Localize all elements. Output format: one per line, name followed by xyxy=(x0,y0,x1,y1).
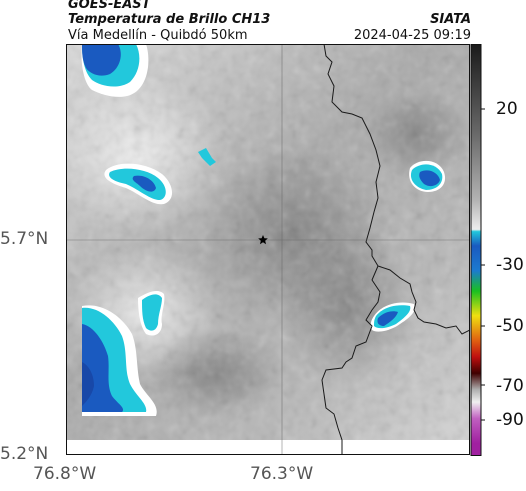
cold-cloud-top-small xyxy=(198,148,216,166)
map-border xyxy=(66,44,470,455)
longitude-label-76-3: 76.3°W xyxy=(250,464,314,484)
region-subtitle: Vía Medellín - Quibdó 50km xyxy=(68,28,248,43)
longitude-label-76-8: 76.8°W xyxy=(33,464,97,484)
cold-cloud-top-right xyxy=(409,160,446,192)
colorbar-ticks xyxy=(481,108,485,421)
cold-cloud-top-mid-right xyxy=(370,302,416,332)
cold-cloud-top-top-left xyxy=(81,44,149,97)
cold-cloud-top-upper-left xyxy=(104,163,173,205)
timestamp-label: 2024-04-25 09:19 xyxy=(353,28,471,43)
country-border xyxy=(321,44,470,455)
colorbar-tick-minus30: -30 xyxy=(496,255,524,275)
star-marker xyxy=(258,235,268,245)
agency-label: SIATA xyxy=(430,12,471,27)
brightness-temperature-field xyxy=(66,44,470,455)
colorbar-tick-minus90: -90 xyxy=(496,410,524,430)
latitude-label-5-7: 5.7°N xyxy=(0,229,49,249)
colorbar-ramp xyxy=(470,44,482,456)
colorbar xyxy=(470,44,485,456)
cold-cloud-top-lower-left xyxy=(82,291,165,416)
graticule xyxy=(66,44,470,455)
colorbar-tick-20: 20 xyxy=(496,99,518,119)
latitude-label-5-2: 5.2°N xyxy=(0,444,49,464)
colorbar-tick-minus50: -50 xyxy=(496,316,524,336)
product-title: Temperatura de Brillo CH13 xyxy=(68,12,271,27)
satellite-map[interactable] xyxy=(66,44,470,455)
satellite-title: GOES-EAST xyxy=(68,0,151,12)
colorbar-tick-minus70: -70 xyxy=(496,376,524,396)
